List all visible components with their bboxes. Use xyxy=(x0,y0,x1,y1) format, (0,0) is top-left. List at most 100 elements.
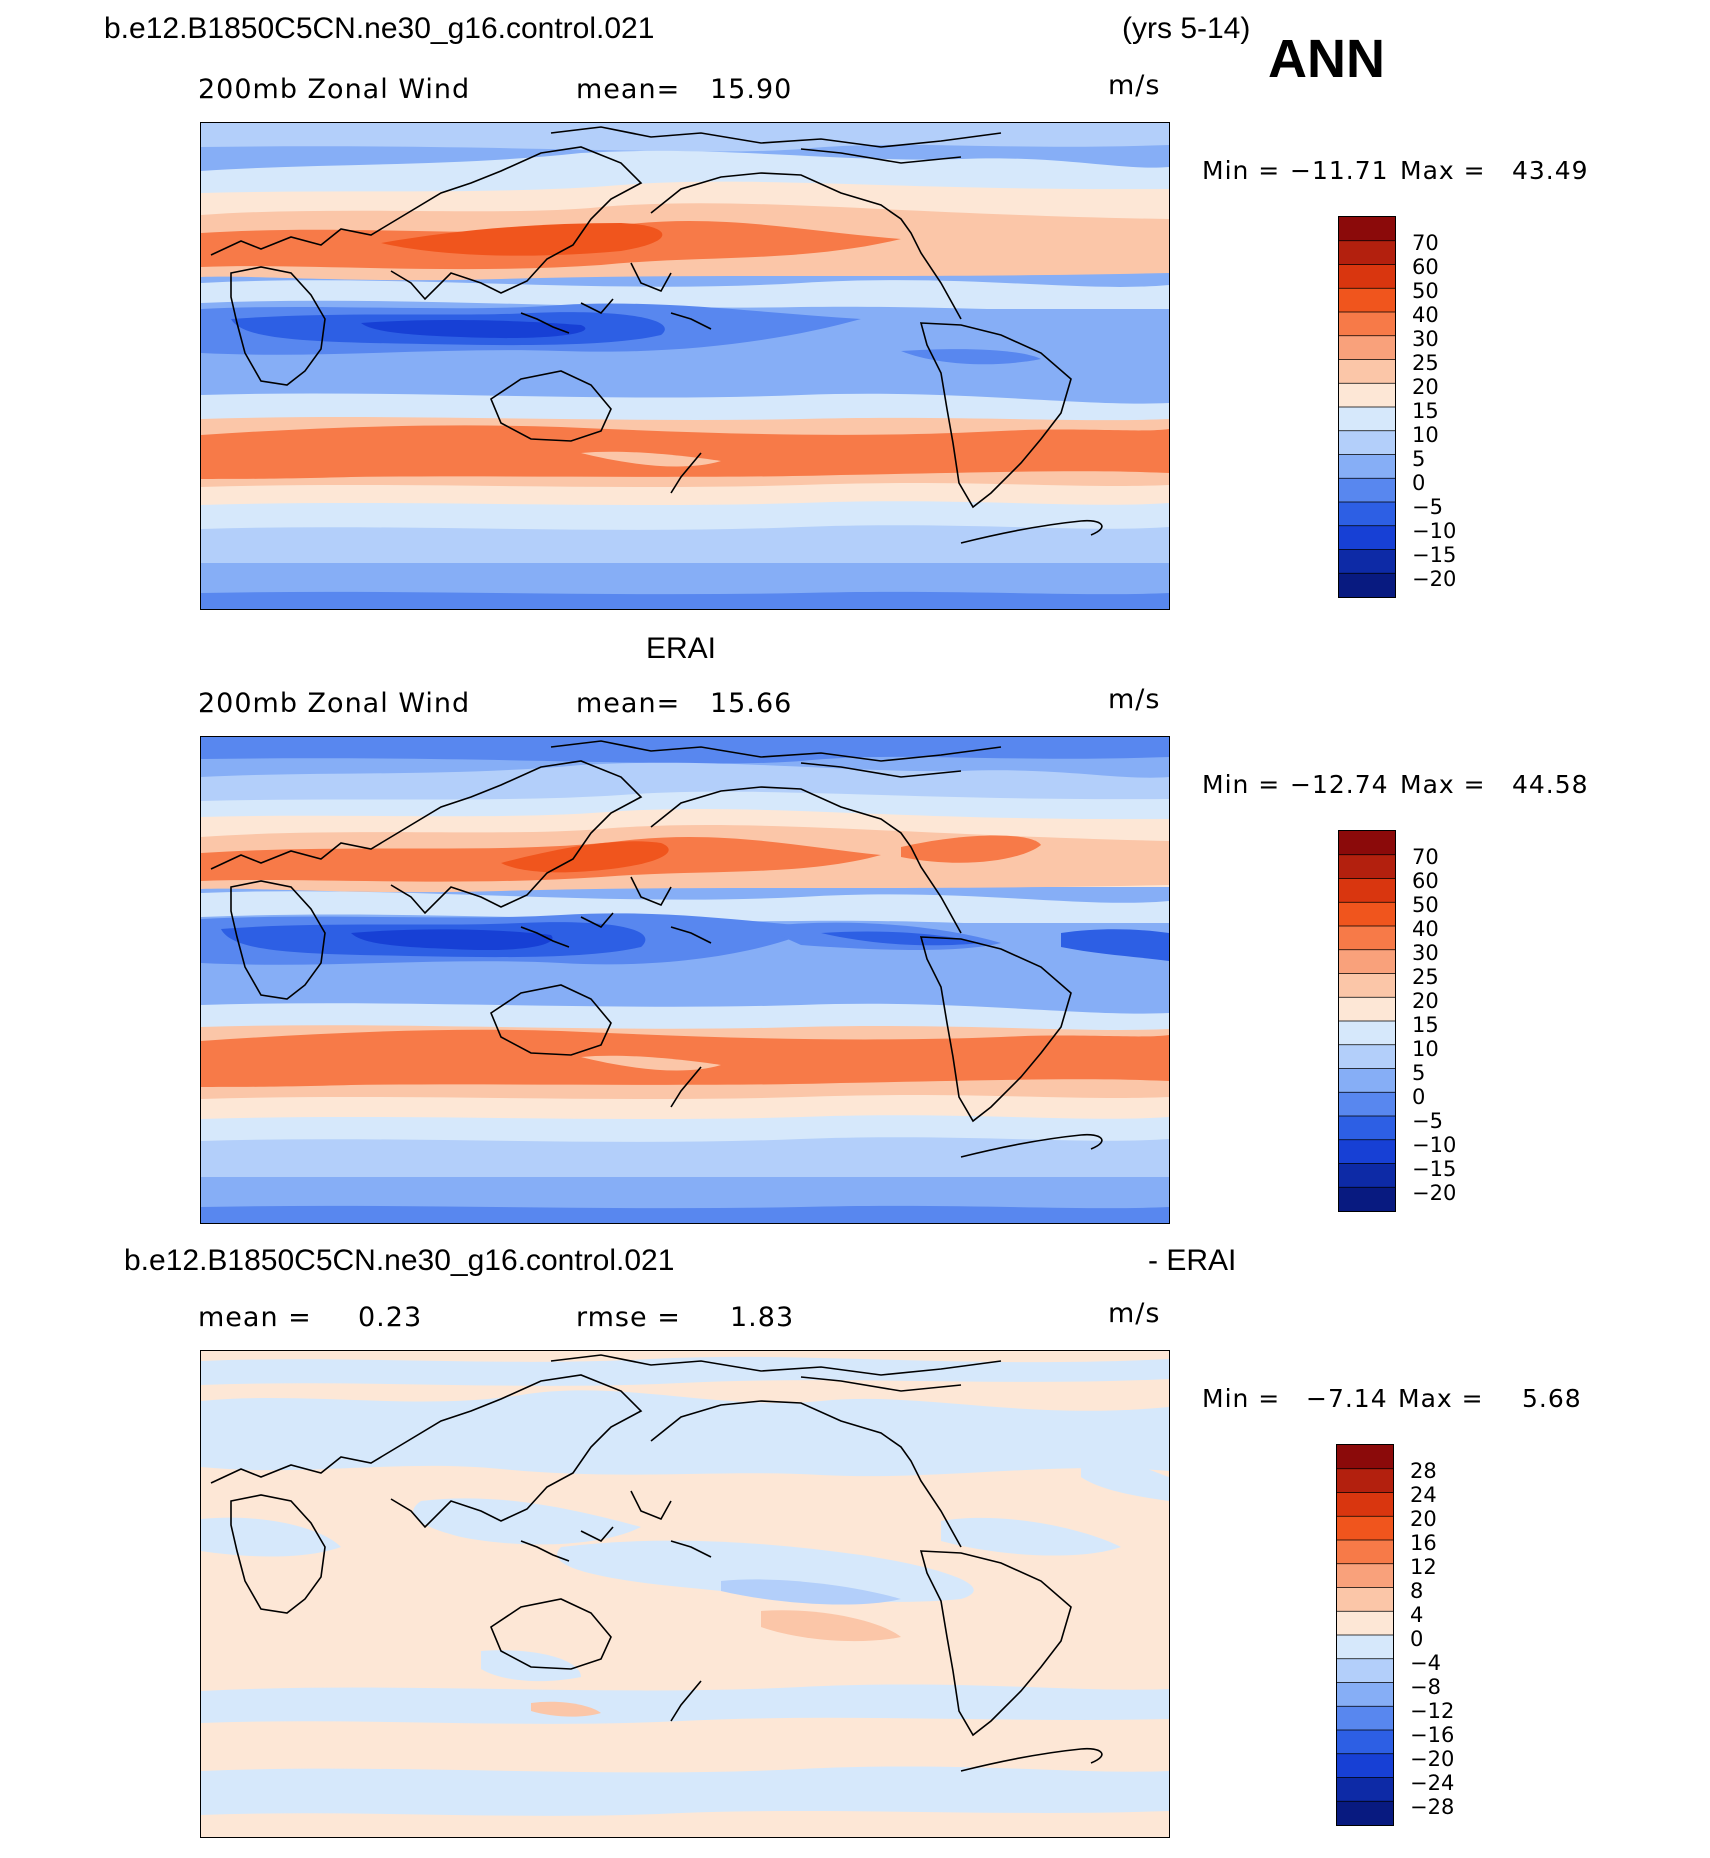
colorbar-swatch xyxy=(1339,454,1395,479)
tick: −8 xyxy=(1410,1675,1441,1699)
colorbar-swatch xyxy=(1337,1445,1393,1470)
colorbar-swatch xyxy=(1339,949,1395,974)
tick: −5 xyxy=(1412,495,1443,519)
tick: 50 xyxy=(1412,893,1439,917)
panel1-variable: 200mb Zonal Wind xyxy=(198,74,471,105)
colorbar-swatch xyxy=(1337,1753,1393,1778)
colorbar-swatch xyxy=(1339,240,1395,265)
tick: 0 xyxy=(1412,471,1426,495)
tick: 12 xyxy=(1410,1555,1437,1579)
tick: −12 xyxy=(1410,1699,1455,1723)
panel2-min-value: −12.74 xyxy=(1290,770,1389,799)
tick: −4 xyxy=(1410,1651,1441,1675)
tick: 0 xyxy=(1410,1627,1424,1651)
tick: 25 xyxy=(1412,965,1439,989)
panel2-min-label: Min = xyxy=(1202,770,1281,799)
tick: 28 xyxy=(1410,1459,1437,1483)
colorbar-swatch xyxy=(1337,1492,1393,1517)
panel3-map xyxy=(200,1350,1170,1838)
tick: 20 xyxy=(1412,989,1439,1013)
panel1-mean-label: mean= xyxy=(576,74,681,105)
panel3-units: m/s xyxy=(1108,1298,1161,1329)
tick: −15 xyxy=(1412,1157,1457,1181)
colorbar-swatch xyxy=(1339,831,1395,856)
tick: 40 xyxy=(1412,303,1439,327)
case-name: b.e12.B1850C5CN.ne30_g16.control.021 xyxy=(104,12,655,45)
panel3-title-left: b.e12.B1850C5CN.ne30_g16.control.021 xyxy=(124,1244,675,1277)
tick: 50 xyxy=(1412,279,1439,303)
panel3-max-value: 5.68 xyxy=(1522,1384,1582,1413)
tick: 15 xyxy=(1412,399,1439,423)
tick: 8 xyxy=(1410,1579,1424,1603)
colorbar-swatch xyxy=(1339,359,1395,384)
colorbar-swatch xyxy=(1339,997,1395,1022)
panel3-max-label: Max = xyxy=(1398,1384,1484,1413)
colorbar-swatch xyxy=(1339,1187,1395,1211)
tick: −16 xyxy=(1410,1723,1455,1747)
tick: 0 xyxy=(1412,1085,1426,1109)
panel2-mean-value: 15.66 xyxy=(710,688,793,719)
panel2-map xyxy=(200,736,1170,1224)
panel1-max-value: 43.49 xyxy=(1512,156,1589,185)
tick: 20 xyxy=(1410,1507,1437,1531)
panel1-colorbar xyxy=(1338,216,1396,598)
colorbar-swatch xyxy=(1337,1540,1393,1565)
colorbar-swatch xyxy=(1337,1611,1393,1636)
panel2-mean-label: mean= xyxy=(576,688,681,719)
years-label: (yrs 5-14) xyxy=(1122,12,1251,45)
colorbar-swatch xyxy=(1339,288,1395,313)
panel3-mean-label: mean = xyxy=(198,1302,312,1333)
tick: −15 xyxy=(1412,543,1457,567)
tick: 10 xyxy=(1412,423,1439,447)
panel3-rmse-value: 1.83 xyxy=(730,1302,795,1333)
colorbar-swatch xyxy=(1337,1468,1393,1493)
panel2-colorbar-ticks: 70 60 50 40 30 25 20 15 10 5 0 −5 −10 −1… xyxy=(1412,845,1456,1205)
colorbar-swatch xyxy=(1337,1635,1393,1660)
colorbar-swatch xyxy=(1339,854,1395,879)
colorbar-swatch xyxy=(1339,1021,1395,1046)
colorbar-swatch xyxy=(1337,1587,1393,1612)
colorbar-swatch xyxy=(1337,1801,1393,1825)
panel3-mean-value: 0.23 xyxy=(358,1302,423,1333)
colorbar-swatch xyxy=(1337,1682,1393,1707)
tick: 16 xyxy=(1410,1531,1437,1555)
tick: 60 xyxy=(1412,869,1439,893)
colorbar-swatch xyxy=(1339,217,1395,242)
panel2-max-value: 44.58 xyxy=(1512,770,1589,799)
tick: −28 xyxy=(1410,1795,1455,1819)
panel3-min-value: −7.14 xyxy=(1306,1384,1388,1413)
colorbar-swatch xyxy=(1339,573,1395,597)
panel2-units: m/s xyxy=(1108,684,1161,715)
colorbar-swatch xyxy=(1339,478,1395,503)
colorbar-swatch xyxy=(1339,502,1395,527)
colorbar-swatch xyxy=(1339,407,1395,432)
panel1-map xyxy=(200,122,1170,610)
tick: 70 xyxy=(1412,845,1439,869)
tick: 25 xyxy=(1412,351,1439,375)
tick: −10 xyxy=(1412,519,1457,543)
colorbar-swatch xyxy=(1337,1777,1393,1802)
tick: 24 xyxy=(1410,1483,1437,1507)
panel2-max-label: Max = xyxy=(1400,770,1486,799)
panel1-max-label: Max = xyxy=(1400,156,1486,185)
colorbar-swatch xyxy=(1339,878,1395,903)
panel1-mean-value: 15.90 xyxy=(710,74,793,105)
panel1-units: m/s xyxy=(1108,70,1161,101)
tick: 70 xyxy=(1412,231,1439,255)
panel3-rmse-label: rmse = xyxy=(576,1302,681,1333)
colorbar-swatch xyxy=(1337,1516,1393,1541)
tick: −10 xyxy=(1412,1133,1457,1157)
colorbar-swatch xyxy=(1339,335,1395,360)
panel1-min-label: Min = xyxy=(1202,156,1281,185)
tick: 15 xyxy=(1412,1013,1439,1037)
colorbar-swatch xyxy=(1337,1658,1393,1683)
panel2-title: ERAI xyxy=(646,632,717,665)
colorbar-swatch xyxy=(1339,1092,1395,1117)
colorbar-swatch xyxy=(1339,430,1395,455)
tick: 30 xyxy=(1412,941,1439,965)
tick: 5 xyxy=(1412,447,1426,471)
colorbar-swatch xyxy=(1339,1116,1395,1141)
colorbar-swatch xyxy=(1339,1139,1395,1164)
tick: 4 xyxy=(1410,1603,1424,1627)
tick: 40 xyxy=(1412,917,1439,941)
